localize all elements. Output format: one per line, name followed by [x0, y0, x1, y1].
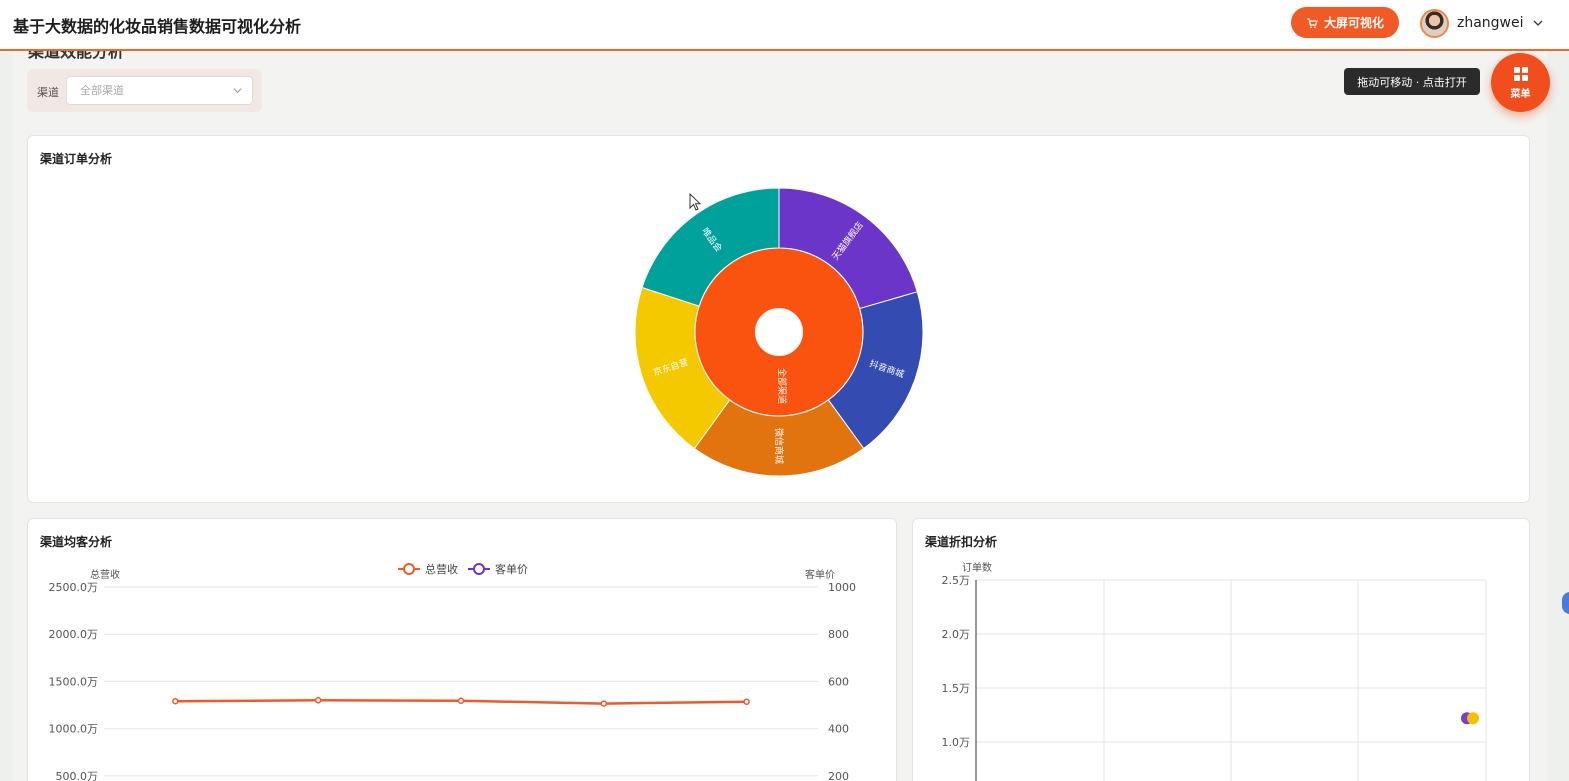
menu-label: 菜单: [1510, 88, 1531, 100]
channel-select[interactable]: 全部渠道: [66, 76, 253, 105]
avatar[interactable]: [1420, 8, 1449, 38]
top-bar: 基于大数据的化妆品销售数据可视化分析 大屏可视化 zhangwei: [0, 0, 1569, 51]
cart-icon: [1306, 17, 1318, 28]
channel-select-value: 全部渠道: [80, 84, 124, 97]
user-menu[interactable]: zhangwei: [1420, 8, 1544, 38]
cursor-icon: [689, 193, 701, 211]
menu-fab-button[interactable]: 菜单: [1491, 53, 1550, 112]
app-title: 基于大数据的化妆品销售数据可视化分析: [13, 17, 302, 36]
channel-avg-title: 渠道均客分析: [40, 535, 113, 549]
channel-order-title: 渠道订单分析: [40, 152, 113, 166]
channel-filter: 渠道 全部渠道: [27, 69, 262, 112]
chevron-down-icon: [233, 88, 242, 94]
bigscreen-button[interactable]: 大屏可视化: [1291, 7, 1399, 38]
drag-tooltip: 拖动可移动 · 点击打开: [1344, 68, 1480, 95]
chevron-down-icon[interactable]: [1532, 17, 1544, 29]
bigscreen-label: 大屏可视化: [1323, 16, 1384, 30]
section-title: 渠道效能分析: [28, 42, 125, 61]
channel-avg-card: 渠道均客分析: [27, 518, 897, 781]
channel-discount-title: 渠道折扣分析: [925, 535, 998, 549]
side-handle[interactable]: [1562, 592, 1569, 614]
filter-label: 渠道: [37, 86, 59, 99]
grid-icon: [1513, 66, 1528, 81]
username: zhangwei: [1457, 15, 1524, 31]
channel-discount-card: 渠道折扣分析: [912, 518, 1530, 781]
channel-order-card: 渠道订单分析: [27, 135, 1530, 503]
